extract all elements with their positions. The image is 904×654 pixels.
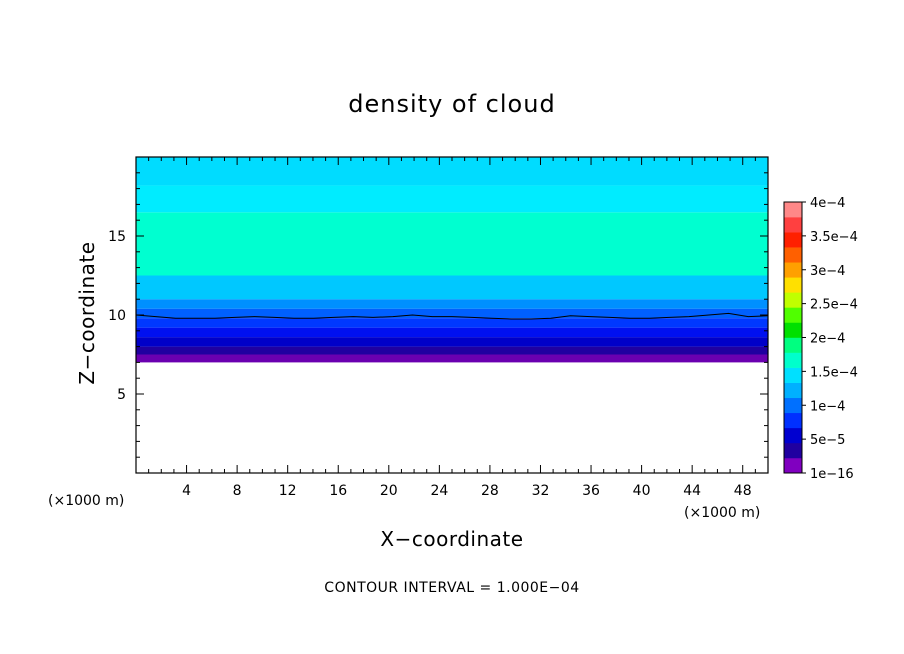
colorbar-label: 1e−16: [810, 467, 854, 482]
density-layer-3: [136, 327, 768, 338]
colorbar-swatch: [784, 412, 802, 429]
colorbar-swatch: [784, 322, 802, 338]
contour-interval-note: CONTOUR INTERVAL = 1.000E−04: [324, 580, 579, 596]
colorbar-swatch: [784, 427, 802, 444]
colorbar-label: 1e−4: [810, 399, 845, 414]
x-tick-label: 48: [734, 483, 752, 499]
x-tick-label: 44: [683, 483, 701, 499]
density-layer-1: [136, 346, 768, 355]
colorbar-label: 2e−4: [810, 332, 845, 347]
colorbar-label: 1.5e−4: [810, 365, 858, 380]
density-layer-8: [136, 212, 768, 276]
density-layer-7: [136, 275, 768, 300]
colorbar-swatch: [784, 397, 802, 414]
colorbar-swatch: [784, 352, 802, 368]
colorbar-swatch: [784, 262, 802, 278]
y-tick-label: 5: [117, 387, 126, 403]
colorbar-swatch: [784, 442, 802, 459]
density-layer-9: [136, 185, 768, 213]
x-unit-label-right: (×1000 m): [684, 505, 760, 521]
density-layer-10: [136, 157, 768, 186]
x-tick-label: 40: [633, 483, 651, 499]
y-axis-label: Z−coordinate: [75, 241, 99, 384]
x-tick-label: 32: [532, 483, 550, 499]
y-tick-label: 15: [108, 229, 126, 245]
contour-line: [135, 312, 769, 320]
colorbar-swatch: [784, 232, 802, 248]
x-tick-label: 20: [380, 483, 398, 499]
x-tick-label: 24: [430, 483, 448, 499]
colorbar-swatch: [784, 367, 802, 383]
colorbar-swatch: [784, 247, 802, 263]
density-layer-0: [136, 354, 768, 363]
colorbar-label: 5e−5: [810, 433, 845, 448]
colorbar-swatch: [784, 277, 802, 293]
colorbar-swatch: [784, 337, 802, 353]
colorbar-swatch: [784, 457, 802, 474]
x-tick-label: 16: [329, 483, 347, 499]
density-layer-4: [136, 318, 768, 328]
x-tick-label: 36: [582, 483, 600, 499]
colorbar: 1e−16 5e−5 1e−4 1.5e−4 2e−4 2.5e−4 3e−4 3.5e−4 4…: [783, 196, 858, 482]
x-axis-label: X−coordinate: [380, 527, 523, 551]
colorbar-label: 3e−4: [810, 264, 845, 279]
x-unit-label-left: (×1000 m): [48, 493, 124, 509]
colorbar-label: 2.5e−4: [810, 298, 858, 313]
colorbar-swatch: [784, 292, 802, 308]
colorbar-label: 3.5e−4: [810, 230, 858, 245]
y-tick-label: 10: [108, 308, 126, 324]
x-tick-label: 28: [481, 483, 499, 499]
colorbar-swatch: [784, 202, 802, 218]
x-tick-label: 4: [182, 483, 191, 499]
x-tick-label: 12: [279, 483, 297, 499]
x-tick-label: 8: [233, 483, 242, 499]
chart-title: density of cloud: [348, 90, 555, 118]
colorbar-label: 4e−4: [810, 196, 845, 211]
density-layer-6: [136, 299, 768, 309]
density-layer-2: [136, 337, 768, 347]
colorbar-swatch: [784, 217, 802, 233]
colorbar-swatch: [784, 307, 802, 323]
colorbar-swatch: [784, 382, 802, 399]
density-layer-5: [136, 308, 768, 319]
